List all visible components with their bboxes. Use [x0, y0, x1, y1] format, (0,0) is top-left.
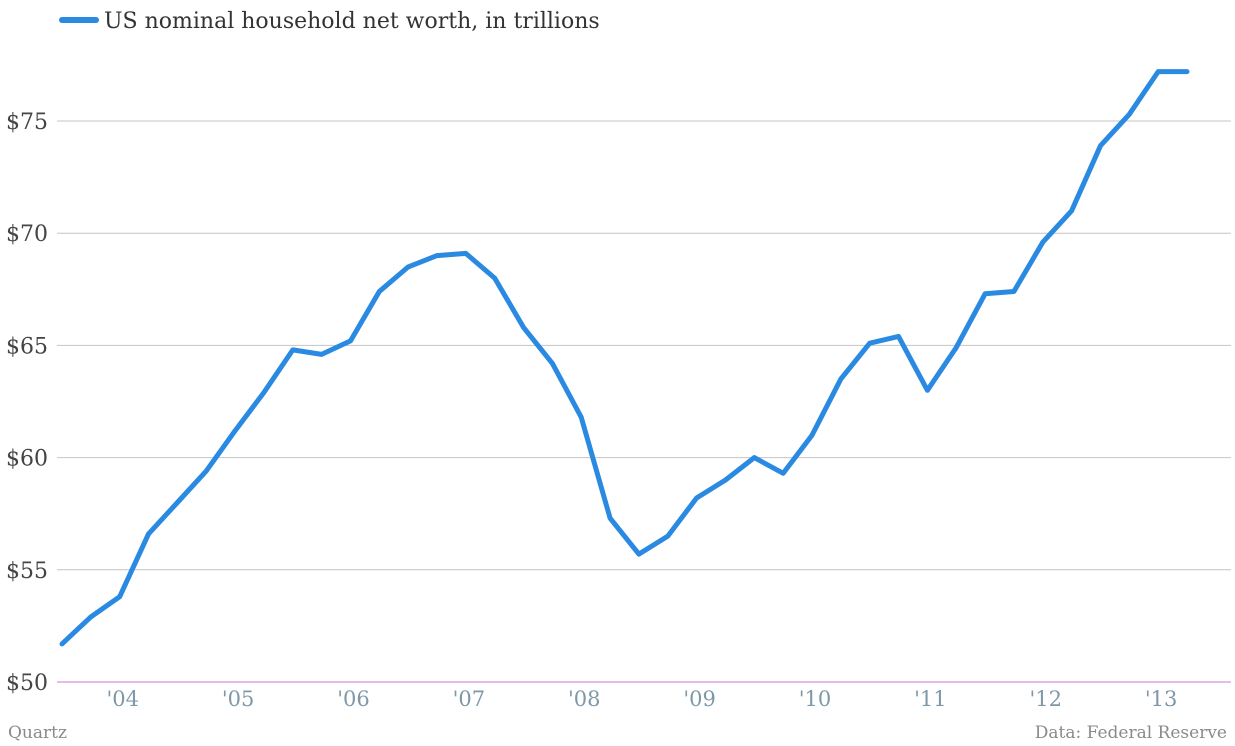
- y-tick-label: $50: [6, 671, 48, 696]
- legend: US nominal household net worth, in trill…: [59, 9, 600, 34]
- y-tick-label: $65: [6, 334, 48, 359]
- y-axis-tick-labels: $50 $55 $60 $65 $70 $75: [6, 110, 48, 696]
- series-line: [59, 69, 1190, 647]
- y-tick-label: $55: [6, 559, 48, 584]
- legend-label: US nominal household net worth, in trill…: [104, 9, 600, 34]
- x-tick-label: '10: [799, 687, 832, 711]
- x-tick-label: '11: [914, 687, 947, 711]
- y-gridlines: [57, 120, 1231, 683]
- y-tick-label: $70: [6, 222, 48, 247]
- x-tick-label: '04: [106, 687, 139, 711]
- x-tick-label: '13: [1145, 687, 1178, 711]
- y-tick-label: $60: [6, 447, 48, 472]
- x-tick-label: '12: [1030, 687, 1063, 711]
- x-axis-tick-labels: '04 '05 '06 '07 '08 '09 '10 '11 '12 '13: [106, 687, 1177, 711]
- x-tick-label: '06: [337, 687, 370, 711]
- x-tick-label: '08: [568, 687, 601, 711]
- x-tick-label: '07: [453, 687, 486, 711]
- x-tick-label: '09: [683, 687, 716, 711]
- y-tick-label: $75: [6, 110, 48, 135]
- source-label: Quartz: [8, 723, 67, 743]
- credit-label: Data: Federal Reserve: [1035, 723, 1227, 743]
- x-tick-label: '05: [222, 687, 255, 711]
- series-lines: [59, 69, 1190, 647]
